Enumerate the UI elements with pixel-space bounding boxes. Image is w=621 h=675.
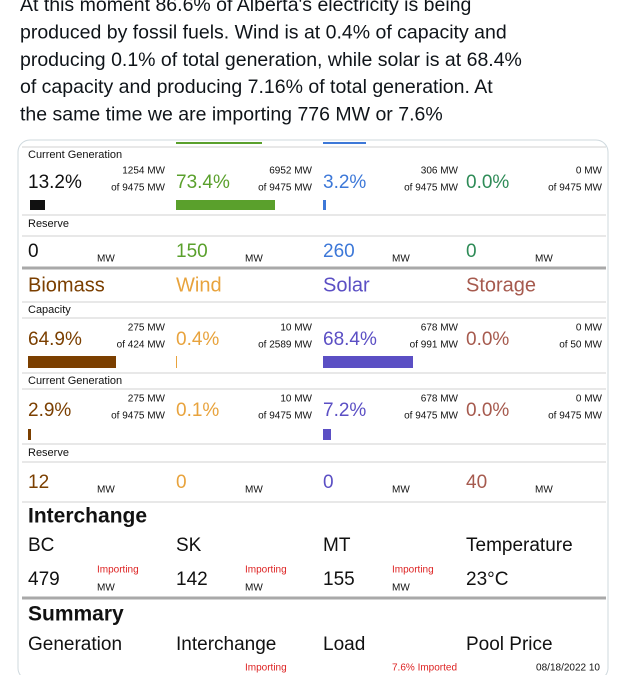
reserve-value: 40 — [466, 472, 487, 493]
reserve-value: 12 — [28, 472, 49, 493]
mw: 6952 MW — [269, 166, 312, 177]
of-total: of 9475 MW — [548, 183, 602, 194]
row-label: Current Generation — [28, 149, 122, 161]
unit: MW — [97, 485, 115, 496]
mw: 678 MW — [421, 394, 459, 405]
of-total: of 9475 MW — [404, 411, 458, 422]
media-card[interactable] — [17, 139, 609, 675]
unit: MW — [392, 583, 410, 594]
unit: MW — [392, 254, 410, 265]
flow-direction: Importing — [245, 565, 287, 576]
row-label: Reserve — [28, 447, 69, 459]
column-header: SK — [176, 535, 202, 556]
mw: 275 MW — [128, 394, 166, 405]
tweet-text: At this moment 86.6% of Alberta's electr… — [20, 0, 471, 16]
mw: 0 MW — [576, 323, 603, 334]
reserve-value: 260 — [323, 241, 355, 262]
percent: 0.1% — [176, 400, 219, 421]
percent: 0.0% — [466, 329, 509, 350]
percent: 3.2% — [323, 172, 366, 193]
reserve-value: 0 — [323, 472, 334, 493]
flow-direction: Importing — [97, 565, 139, 576]
tweet-text: the same time we are importing 776 MW or… — [20, 103, 443, 125]
flow-value: 142 — [176, 569, 208, 590]
source-header: Wind — [176, 274, 222, 296]
summary-note: 7.6% Imported — [392, 663, 457, 674]
column-header: Interchange — [176, 634, 276, 655]
of-total: of 991 MW — [410, 340, 459, 351]
column-header: Temperature — [466, 535, 573, 556]
mw: 306 MW — [421, 166, 459, 177]
percent: 0.0% — [466, 400, 509, 421]
percent: 0.4% — [176, 329, 219, 350]
percent: 13.2% — [28, 172, 82, 193]
flow-value: 155 — [323, 569, 355, 590]
unit: MW — [245, 583, 263, 594]
of-total: of 9475 MW — [111, 183, 165, 194]
of-total: of 9475 MW — [111, 411, 165, 422]
section-title: Interchange — [28, 505, 147, 528]
bars — [28, 200, 413, 440]
of-total: of 424 MW — [117, 340, 166, 351]
mw: 0 MW — [576, 166, 603, 177]
percent: 64.9% — [28, 329, 82, 350]
of-total: of 9475 MW — [548, 411, 602, 422]
summary-note: 08/18/2022 10 — [536, 663, 600, 674]
tweet-text: producing 0.1% of total generation, whil… — [20, 49, 522, 71]
reserve-value: 0 — [466, 241, 477, 262]
reserve-value: 150 — [176, 241, 208, 262]
flow-direction: Importing — [392, 565, 434, 576]
column-header: Pool Price — [466, 634, 553, 655]
percent: 73.4% — [176, 172, 230, 193]
of-total: of 9475 MW — [258, 411, 312, 422]
temperature: 23°C — [466, 569, 508, 590]
mw: 678 MW — [421, 323, 459, 334]
tweet-text: produced by fossil fuels. Wind is at 0.4… — [20, 21, 507, 43]
source-header: Storage — [466, 274, 536, 296]
column-header: Generation — [28, 634, 122, 655]
unit: MW — [535, 254, 553, 265]
of-total: of 9475 MW — [258, 183, 312, 194]
column-header: BC — [28, 535, 54, 556]
unit: MW — [245, 254, 263, 265]
source-header: Biomass — [28, 274, 105, 296]
column-header: Load — [323, 634, 365, 655]
of-total: of 50 MW — [559, 340, 602, 351]
mw: 275 MW — [128, 323, 166, 334]
row-label: Capacity — [28, 304, 71, 316]
mw: 1254 MW — [122, 166, 165, 177]
percent: 2.9% — [28, 400, 71, 421]
of-total: of 2589 MW — [258, 340, 312, 351]
percent: 0.0% — [466, 172, 509, 193]
percent: 68.4% — [323, 329, 377, 350]
mw: 10 MW — [280, 394, 312, 405]
column-header: MT — [323, 535, 351, 556]
unit: MW — [392, 485, 410, 496]
reserve-value: 0 — [176, 472, 187, 493]
flow-value: 479 — [28, 569, 60, 590]
row-lines — [22, 146, 606, 503]
unit: MW — [535, 485, 553, 496]
source-header: Solar — [323, 274, 370, 296]
mw: 0 MW — [576, 394, 603, 405]
mw: 10 MW — [280, 323, 312, 334]
of-total: of 9475 MW — [404, 183, 458, 194]
unit: MW — [97, 254, 115, 265]
unit: MW — [245, 485, 263, 496]
percent: 7.2% — [323, 400, 366, 421]
reserve-value: 0 — [28, 241, 39, 262]
summary-note: Importing — [245, 663, 287, 674]
row-label: Current Generation — [28, 375, 122, 387]
row-label: Reserve — [28, 218, 69, 230]
section-title: Summary — [28, 603, 124, 626]
unit: MW — [97, 583, 115, 594]
tweet-text: of capacity and producing 7.16% of total… — [20, 76, 493, 98]
